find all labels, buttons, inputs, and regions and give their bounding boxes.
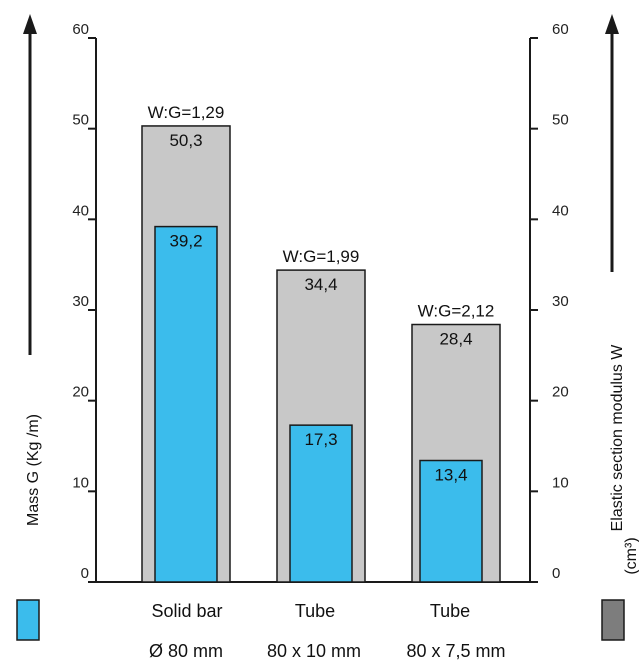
right-tick-label: 0	[552, 565, 560, 582]
left-tick-label: 0	[81, 565, 89, 582]
left-y-ticks: 0 10 20 30 40 50 60	[72, 21, 96, 583]
value-label-G: 39,2	[169, 232, 202, 251]
left-tick-label: 10	[72, 474, 89, 491]
legend-swatch-mass	[16, 599, 40, 641]
category-label: Tube	[295, 601, 335, 621]
left-axis-title: Mass G (Kg /m)	[25, 414, 42, 526]
bars	[141, 125, 501, 583]
bar-mass-G	[289, 424, 353, 583]
right-tick-label: 60	[552, 21, 569, 38]
category-labels: Solid bar Ø 80 mm Tube 80 x 10 mm Tube 80 x 7…	[149, 601, 506, 661]
value-label-W: 34,4	[304, 275, 337, 294]
right-tick-label: 20	[552, 384, 569, 401]
category-label: Tube	[430, 601, 470, 621]
left-tick-label: 30	[72, 293, 89, 310]
right-axis-arrow	[605, 14, 619, 272]
value-label-W: 28,4	[439, 330, 472, 349]
left-axis-arrow	[23, 14, 37, 355]
legend-swatch-modulus	[601, 599, 625, 641]
ratio-label: W:G=2,12	[418, 302, 495, 321]
ratio-label: W:G=1,29	[148, 103, 225, 122]
value-label-W: 50,3	[169, 131, 202, 150]
right-tick-label: 30	[552, 293, 569, 310]
category-sublabel: 80 x 10 mm	[267, 641, 361, 661]
left-tick-label: 60	[72, 21, 89, 38]
right-tick-label: 50	[552, 112, 569, 129]
left-tick-label: 50	[72, 112, 89, 129]
right-tick-label: 10	[552, 474, 569, 491]
value-label-G: 13,4	[434, 466, 467, 485]
right-y-ticks: 0 10 20 30 40 50 60	[530, 21, 569, 583]
bar-mass-G	[154, 225, 218, 583]
right-tick-label: 40	[552, 202, 569, 219]
data-labels: 50,3 39,2 W:G=1,29 34,4 17,3 W:G=1,99 28,4 13,4…	[148, 103, 495, 485]
ratio-label: W:G=1,99	[283, 247, 360, 266]
right-axis-unit: (cm³)	[623, 537, 639, 574]
value-label-G: 17,3	[304, 430, 337, 449]
bar-mass-G	[419, 459, 483, 583]
category-sublabel: 80 x 7,5 mm	[406, 641, 505, 661]
left-tick-label: 20	[72, 384, 89, 401]
right-axis-title: Elastic section modulus W	[609, 344, 626, 532]
category-label: Solid bar	[151, 601, 222, 621]
category-sublabel: Ø 80 mm	[149, 641, 223, 661]
left-tick-label: 40	[72, 202, 89, 219]
